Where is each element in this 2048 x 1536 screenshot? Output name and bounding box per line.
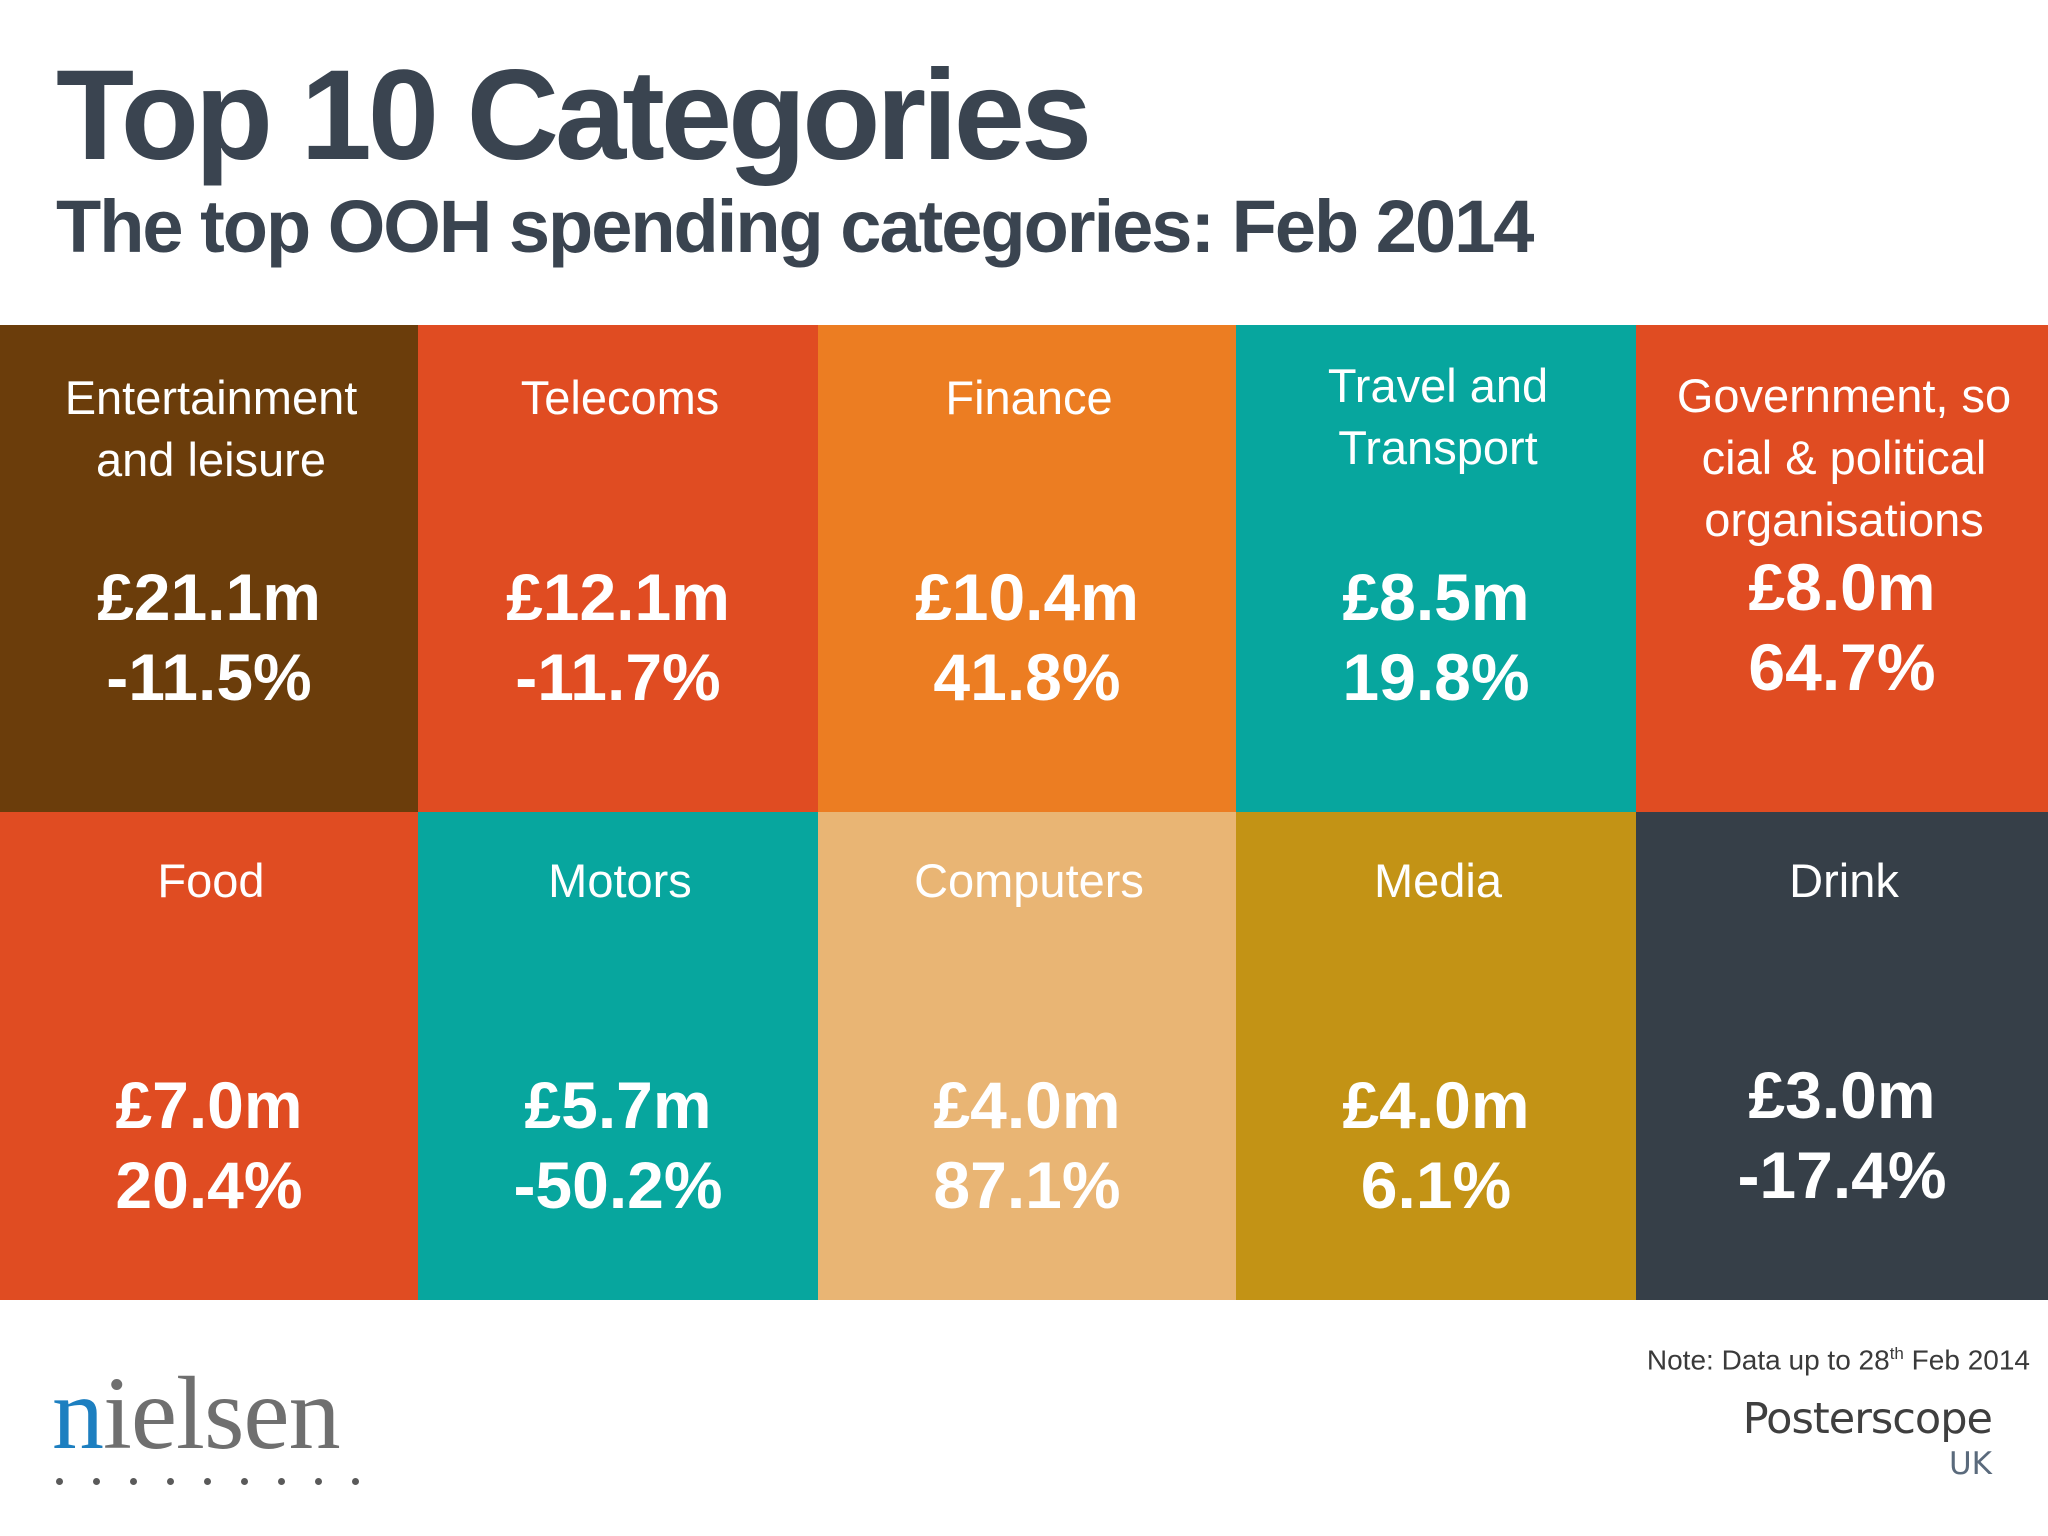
tile-values: £8.5m 19.8% (1236, 557, 1636, 717)
nielsen-initial: n (52, 1356, 104, 1471)
tile-spend: £10.4m (915, 560, 1139, 634)
tile-values: £12.1m -11.7% (418, 557, 818, 717)
tile-label: Media (1246, 850, 1630, 912)
tile-label-line: Food (157, 854, 265, 907)
tile-entertainment: Entertainment and leisure £21.1m -11.5% (0, 325, 418, 812)
tile-change: -17.4% (1737, 1138, 1947, 1212)
tile-label: Telecoms (428, 367, 812, 429)
tile-values: £4.0m 6.1% (1236, 1065, 1636, 1225)
tile-label: Food (10, 850, 412, 912)
tile-values: £21.1m -11.5% (0, 557, 418, 717)
tile-motors: Motors £5.7m -50.2% (418, 812, 818, 1300)
tile-drink: Drink £3.0m -17.4% (1636, 812, 2048, 1300)
tile-change: -11.7% (515, 640, 721, 714)
tile-label: Computers (828, 850, 1230, 912)
tile-government: Government, so cial & political organisa… (1636, 325, 2048, 812)
tile-values: £3.0m -17.4% (1636, 1055, 2048, 1215)
category-grid: Entertainment and leisure £21.1m -11.5% … (0, 325, 2048, 1300)
nielsen-logo: nielsen (52, 1362, 392, 1502)
tile-change: 87.1% (933, 1148, 1121, 1222)
tile-change: 6.1% (1360, 1148, 1512, 1222)
tile-spend: £12.1m (506, 560, 730, 634)
tile-values: £8.0m 64.7% (1636, 547, 2048, 707)
tile-label-line: Finance (945, 371, 1113, 424)
note-prefix: Note: Data up to 28 (1646, 1344, 1890, 1376)
tile-change: -50.2% (513, 1148, 723, 1222)
tile-change: 20.4% (115, 1148, 303, 1222)
note-suffix: Feb 2014 (1903, 1344, 2030, 1376)
note-superscript: th (1889, 1344, 1904, 1363)
tile-spend: £4.0m (1342, 1068, 1530, 1142)
tile-values: £7.0m 20.4% (0, 1065, 418, 1225)
tile-telecoms: Telecoms £12.1m -11.7% (418, 325, 818, 812)
page-title: Top 10 Categories (56, 44, 1092, 187)
tile-travel: Travel and Transport £8.5m 19.8% (1236, 325, 1636, 812)
tile-spend: £5.7m (524, 1068, 712, 1142)
tile-spend: £3.0m (1748, 1058, 1936, 1132)
tile-food: Food £7.0m 20.4% (0, 812, 418, 1300)
tile-label-line: and leisure (96, 433, 326, 486)
tile-label-line: Entertainment (64, 371, 358, 424)
tile-finance: Finance £10.4m 41.8% (818, 325, 1236, 812)
tile-media: Media £4.0m 6.1% (1236, 812, 1636, 1300)
posterscope-region: UK (1948, 1446, 1992, 1482)
tile-label-line: Computers (914, 854, 1144, 907)
tile-label: Drink (1646, 850, 2042, 912)
tile-label-line: Media (1373, 854, 1502, 907)
tile-values: £5.7m -50.2% (418, 1065, 818, 1225)
tile-label-line: Motors (548, 854, 692, 907)
tile-label-line: Travel and (1327, 359, 1549, 412)
tile-values: £10.4m 41.8% (818, 557, 1236, 717)
tile-change: 64.7% (1748, 630, 1936, 704)
tile-label: Government, so cial & political organisa… (1646, 365, 2042, 551)
tile-label-line: Drink (1789, 854, 1899, 907)
tile-change: 19.8% (1342, 640, 1530, 714)
page-subtitle: The top OOH spending categories: Feb 201… (56, 185, 1534, 268)
tile-label-line: Telecoms (520, 371, 720, 424)
tile-spend: £8.0m (1748, 550, 1936, 624)
tile-label-line: Transport (1338, 421, 1538, 474)
tile-values: £4.0m 87.1% (818, 1065, 1236, 1225)
tile-change: -11.5% (106, 640, 312, 714)
tile-spend: £7.0m (115, 1068, 303, 1142)
tile-label: Motors (428, 850, 812, 912)
tile-label-line: Government, so (1676, 369, 2012, 422)
tile-spend: £21.1m (97, 560, 321, 634)
nielsen-dots (56, 1478, 359, 1485)
tile-label-line: organisations (1704, 493, 1984, 546)
posterscope-logo: Posterscope UK (1742, 1394, 1993, 1482)
tile-change: 41.8% (933, 640, 1121, 714)
tile-spend: £4.0m (933, 1068, 1121, 1142)
tile-spend: £8.5m (1342, 560, 1530, 634)
tile-label: Finance (828, 367, 1230, 429)
posterscope-name: Posterscope (1742, 1394, 1993, 1444)
tile-computers: Computers £4.0m 87.1% (818, 812, 1236, 1300)
tile-label-line: cial & political (1701, 431, 1987, 484)
tile-label: Entertainment and leisure (10, 367, 412, 491)
tile-label: Travel and Transport (1246, 355, 1630, 479)
nielsen-wordmark: nielsen (52, 1362, 341, 1466)
data-note: Note: Data up to 28th Feb 2014 (1647, 1344, 2030, 1376)
nielsen-rest: ielsen (103, 1356, 341, 1471)
